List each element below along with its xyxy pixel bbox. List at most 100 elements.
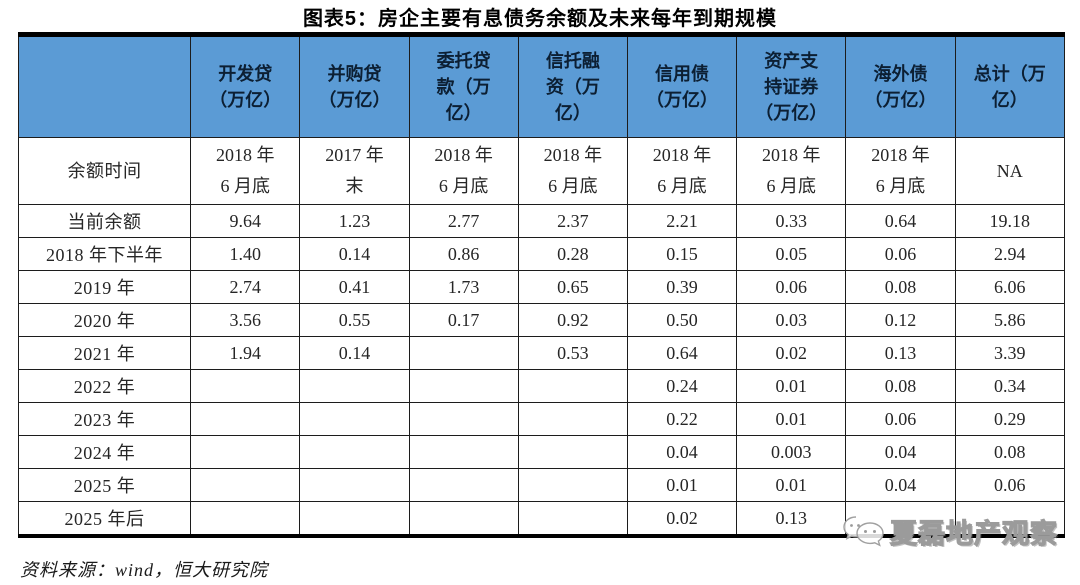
table-cell: 2018 年 6 月底	[736, 137, 847, 205]
table-cell: 2018 年 6 月底	[190, 137, 301, 205]
table-cell: 1.73	[408, 270, 519, 304]
table-cell	[190, 468, 301, 502]
table-cell	[517, 402, 628, 436]
table-cell	[299, 501, 410, 537]
table-cell: 0.02	[736, 336, 847, 370]
table-row: 2023 年 0.22 0.01 0.06 0.29	[17, 402, 1066, 436]
column-header-abs: 资产支 持证券 （万亿）	[736, 34, 847, 138]
table-cell: 0.06	[845, 237, 956, 271]
table-cell: 0.13	[736, 501, 847, 537]
table-cell	[299, 369, 410, 403]
table-cell: 2018 年 6 月底	[517, 137, 628, 205]
table-cell	[190, 501, 301, 537]
row-label: 2025 年	[17, 468, 192, 502]
table-cell: 1.23	[299, 204, 410, 238]
table-cell: 0.12	[845, 303, 956, 337]
table-body: 余额时间 2018 年 6 月底 2017 年 末 2018 年 6 月底 2018 年…	[17, 137, 1066, 537]
table-cell	[517, 369, 628, 403]
table-cell: 0.64	[845, 204, 956, 238]
table-cell: 0.28	[517, 237, 628, 271]
table-cell	[190, 369, 301, 403]
table-cell: 9.64	[190, 204, 301, 238]
table-cell: 0.64	[626, 336, 738, 370]
table-cell: 3.56	[190, 303, 301, 337]
table-cell: 0.03	[736, 303, 847, 337]
row-label: 2023 年	[17, 402, 192, 436]
table-cell: 19.18	[954, 204, 1066, 238]
table-cell: 0.15	[626, 237, 738, 271]
table-cell: 3.39	[954, 336, 1066, 370]
table-cell: 0.41	[299, 270, 410, 304]
table-cell	[408, 336, 519, 370]
table-cell: 0.14	[299, 237, 410, 271]
table-cell	[517, 468, 628, 502]
column-header-entrusted-loans: 委托贷 款（万 亿）	[408, 34, 519, 138]
row-label: 2021 年	[17, 336, 192, 370]
table-cell: 0.22	[626, 402, 738, 436]
table-cell: 0.06	[845, 402, 956, 436]
table-cell: 0.39	[626, 270, 738, 304]
table-cell: 0.13	[845, 336, 956, 370]
table-row: 2021 年 1.94 0.14 0.53 0.64 0.02 0.13 3.39	[17, 336, 1066, 370]
table-cell: 2018 年 6 月底	[845, 137, 956, 205]
table-cell: 0.04	[626, 435, 738, 469]
row-label: 2018 年下半年	[17, 237, 192, 271]
table-cell: 2018 年 6 月底	[408, 137, 519, 205]
table-cell: 0.14	[299, 336, 410, 370]
table-cell: 0.29	[954, 402, 1066, 436]
table-cell: 0.08	[845, 270, 956, 304]
table-cell: 0.33	[736, 204, 847, 238]
table-cell	[408, 468, 519, 502]
table-cell: 0.04	[845, 435, 956, 469]
table-row: 2025 年后 0.02 0.13	[17, 501, 1066, 537]
table-row: 2020 年 3.56 0.55 0.17 0.92 0.50 0.03 0.12 5.86	[17, 303, 1066, 337]
table-cell: 0.01	[736, 468, 847, 502]
table-cell: 0.17	[408, 303, 519, 337]
table-row: 2018 年下半年 1.40 0.14 0.86 0.28 0.15 0.05 0.06 2.9…	[17, 237, 1066, 271]
column-header-overseas-bonds: 海外债 （万亿）	[845, 34, 956, 138]
table-cell: 0.08	[954, 435, 1066, 469]
table-cell: 2.21	[626, 204, 738, 238]
table-row: 当前余额 9.64 1.23 2.77 2.37 2.21 0.33 0.64 19.18	[17, 204, 1066, 238]
row-label: 2019 年	[17, 270, 192, 304]
table-cell	[408, 402, 519, 436]
table-cell: 0.34	[954, 369, 1066, 403]
table-cell	[845, 501, 956, 537]
debt-table-container: 开发贷 （万亿） 并购贷 （万亿） 委托贷 款（万 亿） 信托融 资（万 亿） …	[17, 32, 1066, 538]
table-cell: 0.04	[845, 468, 956, 502]
column-header-development-loans: 开发贷 （万亿）	[190, 34, 301, 138]
table-cell	[408, 435, 519, 469]
table-cell: 5.86	[954, 303, 1066, 337]
table-cell: 0.86	[408, 237, 519, 271]
table-cell: 6.06	[954, 270, 1066, 304]
table-cell: 0.08	[845, 369, 956, 403]
table-cell	[190, 435, 301, 469]
header-row: 开发贷 （万亿） 并购贷 （万亿） 委托贷 款（万 亿） 信托融 资（万 亿） …	[17, 34, 1066, 138]
table-cell: 0.02	[626, 501, 738, 537]
table-cell: 0.01	[736, 369, 847, 403]
table-cell: 0.65	[517, 270, 628, 304]
table-row: 2025 年 0.01 0.01 0.04 0.06	[17, 468, 1066, 502]
table-cell	[517, 435, 628, 469]
table-row: 2024 年 0.04 0.003 0.04 0.08	[17, 435, 1066, 469]
column-header-total: 总计（万 亿）	[954, 34, 1066, 138]
table-cell: 1.40	[190, 237, 301, 271]
balance-time-row: 余额时间 2018 年 6 月底 2017 年 末 2018 年 6 月底 2018 年…	[17, 137, 1066, 205]
row-label: 当前余额	[17, 204, 192, 238]
table-cell: 0.01	[626, 468, 738, 502]
table-cell	[408, 501, 519, 537]
row-label: 余额时间	[17, 137, 192, 205]
table-cell: 0.01	[736, 402, 847, 436]
table-row: 2019 年 2.74 0.41 1.73 0.65 0.39 0.06 0.08 6.06	[17, 270, 1066, 304]
table-cell	[190, 402, 301, 436]
debt-maturity-table: 开发贷 （万亿） 并购贷 （万亿） 委托贷 款（万 亿） 信托融 资（万 亿） …	[17, 32, 1066, 538]
table-cell: 2018 年 6 月底	[626, 137, 738, 205]
table-row: 2022 年 0.24 0.01 0.08 0.34	[17, 369, 1066, 403]
table-cell	[299, 468, 410, 502]
column-header-trust-financing: 信托融 资（万 亿）	[517, 34, 628, 138]
row-label: 2025 年后	[17, 501, 192, 537]
column-header-blank	[17, 34, 192, 138]
table-cell: 0.003	[736, 435, 847, 469]
table-cell: 2.37	[517, 204, 628, 238]
